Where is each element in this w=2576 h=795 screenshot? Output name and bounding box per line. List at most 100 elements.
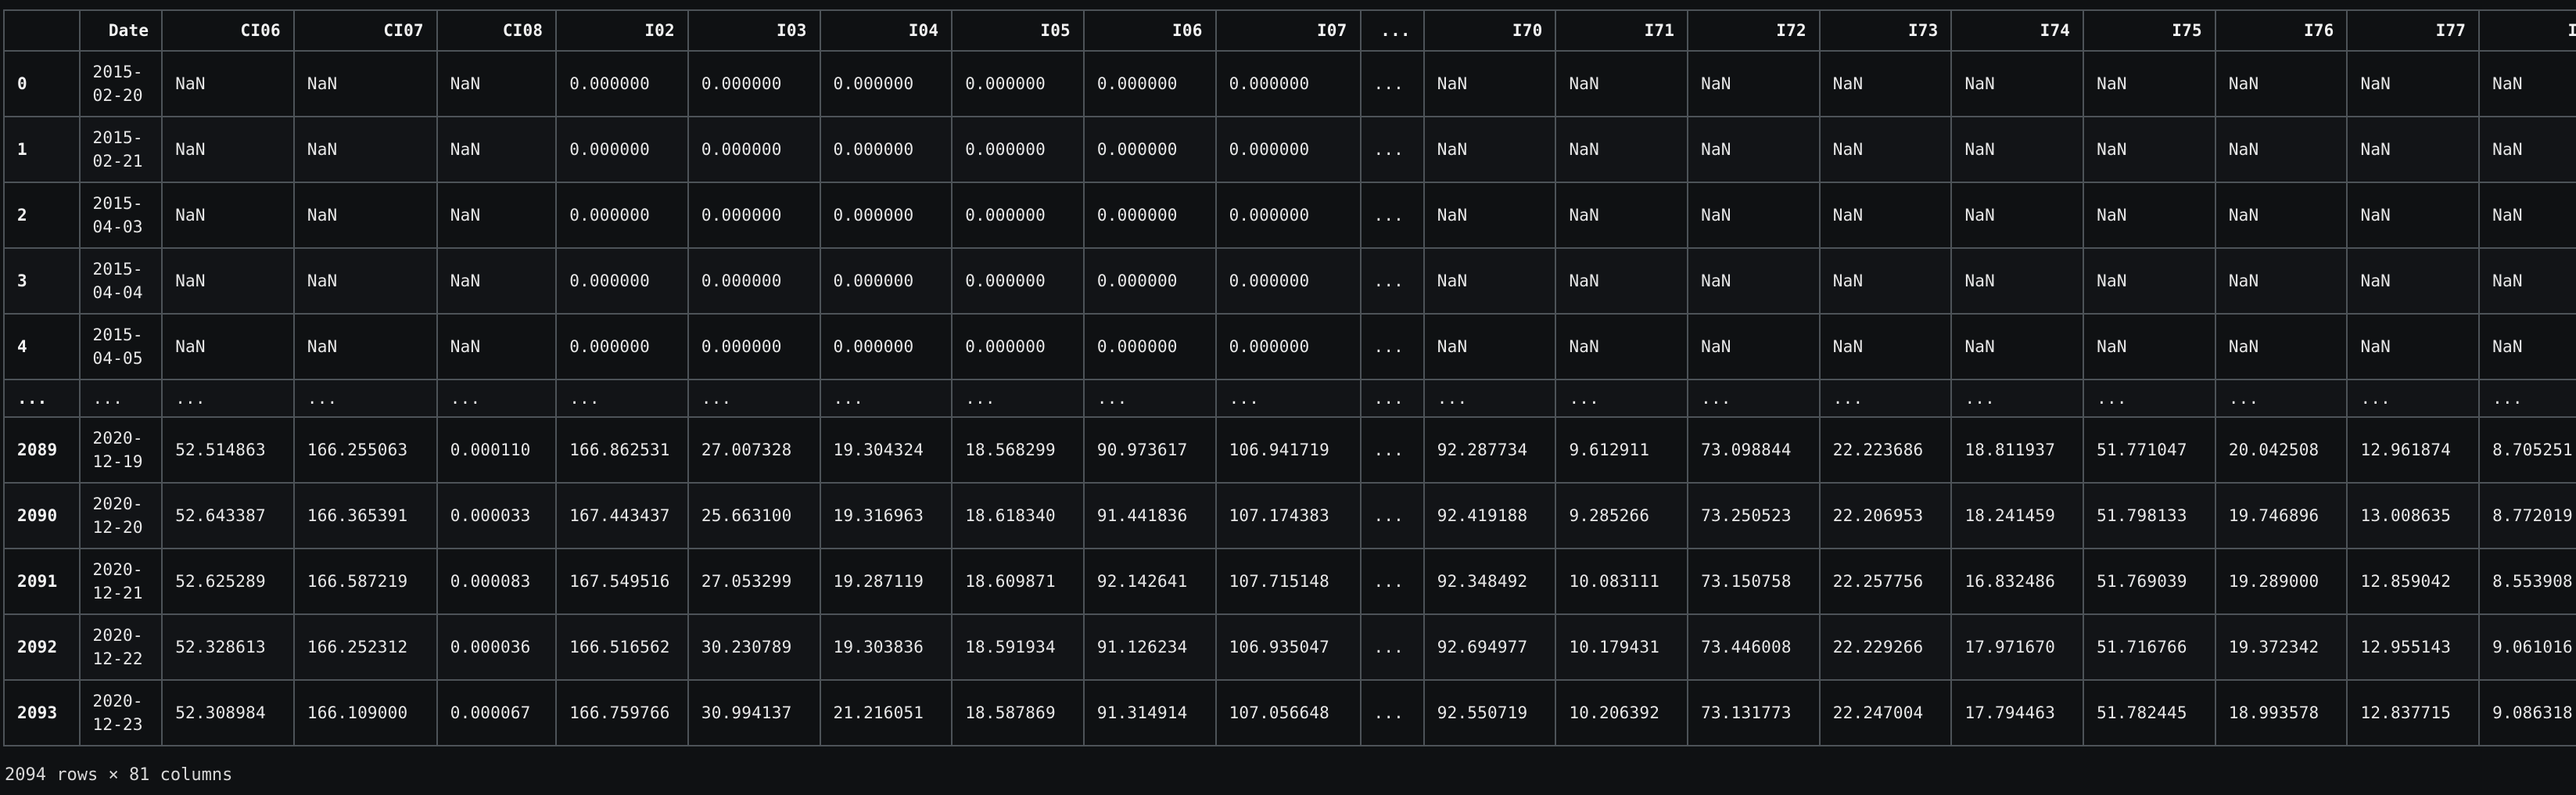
column-header-i75: I75 xyxy=(2083,9,2216,52)
date-cell: 2015-02-20 xyxy=(78,50,163,117)
table-cell: 19.289000 xyxy=(2214,548,2348,615)
table-cell: 0.000083 xyxy=(436,548,558,615)
table-cell: 52.643387 xyxy=(161,482,295,549)
table-cell: NaN xyxy=(292,247,438,315)
table-cell: ... xyxy=(1555,379,1689,418)
date-cell: 2020-12-22 xyxy=(78,613,163,681)
row-index: 2090 xyxy=(3,482,81,549)
table-cell: NaN xyxy=(436,182,558,249)
table-cell: ... xyxy=(2083,379,2216,418)
table-cell: 18.591934 xyxy=(951,613,1085,681)
column-header-i78: I78 xyxy=(2478,9,2576,52)
table-cell: ... xyxy=(951,379,1085,418)
table-cell: NaN xyxy=(1950,247,2085,315)
row-index: 2091 xyxy=(3,548,81,615)
table-row: 2090 2020-12-20 52.643387 166.365391 0.00003… xyxy=(3,482,2576,549)
row-index: ... xyxy=(3,379,81,418)
table-cell: 73.446008 xyxy=(1687,613,1821,681)
table-cell: NaN xyxy=(2478,116,2576,183)
table-cell: 18.609871 xyxy=(951,548,1085,615)
table-row: 2092 2020-12-22 52.328613 166.252312 0.00003… xyxy=(3,613,2576,681)
table-cell: 52.514863 xyxy=(161,416,295,484)
index-header xyxy=(3,9,81,52)
table-cell: ... xyxy=(687,379,821,418)
row-index: 2092 xyxy=(3,613,81,681)
table-cell: 0.000000 xyxy=(819,182,953,249)
table-cell: NaN xyxy=(1423,50,1557,117)
table-cell: 18.241459 xyxy=(1950,482,2085,549)
date-cell: 2015-04-03 xyxy=(78,182,163,249)
table-cell: NaN xyxy=(1555,116,1689,183)
table-cell: ... xyxy=(1423,379,1557,418)
table-cell: 92.550719 xyxy=(1423,679,1557,746)
table-cell: 0.000000 xyxy=(1082,50,1217,117)
table-cell: NaN xyxy=(2214,182,2348,249)
row-index: 2089 xyxy=(3,416,81,484)
table-cell: 90.973617 xyxy=(1082,416,1217,484)
table-cell: 19.303836 xyxy=(819,613,953,681)
table-cell: 0.000000 xyxy=(819,313,953,380)
table-cell: NaN xyxy=(1818,313,1953,380)
column-header-i05: I05 xyxy=(951,9,1085,52)
table-cell: 9.612911 xyxy=(1555,416,1689,484)
table-cell: 19.287119 xyxy=(819,548,953,615)
table-cell: ... xyxy=(1818,379,1953,418)
table-cell: NaN xyxy=(1687,182,1821,249)
table-row: 0 2015-02-20 NaN NaN NaN 0.000000 0.000000 0.00… xyxy=(3,50,2576,117)
table-cell: 91.126234 xyxy=(1082,613,1217,681)
table-cell: NaN xyxy=(1950,182,2085,249)
table-cell: 0.000000 xyxy=(687,313,821,380)
table-cell: 22.257756 xyxy=(1818,548,1953,615)
column-header-i03: I03 xyxy=(687,9,821,52)
ellipsis-row: ........................................… xyxy=(3,379,2576,418)
table-cell: 0.000000 xyxy=(819,116,953,183)
table-cell: NaN xyxy=(1687,116,1821,183)
table-cell: NaN xyxy=(1555,182,1689,249)
column-header-i70: I70 xyxy=(1423,9,1557,52)
dataframe-output: Date CI06 CI07 CI08 I02 I03 I04 I05 I06 I07... I70… xyxy=(3,9,2576,751)
table-cell: 51.769039 xyxy=(2083,548,2216,615)
table-cell: NaN xyxy=(2083,313,2216,380)
date-cell: 2020-12-19 xyxy=(78,416,163,484)
table-cell: 0.000000 xyxy=(555,313,689,380)
table-cell: 22.229266 xyxy=(1818,613,1953,681)
table-cell: NaN xyxy=(2478,313,2576,380)
table-cell: NaN xyxy=(292,116,438,183)
table-cell: NaN xyxy=(2083,182,2216,249)
table-cell: 18.568299 xyxy=(951,416,1085,484)
table-cell: 22.223686 xyxy=(1818,416,1953,484)
table-cell: ... xyxy=(2346,379,2481,418)
column-header-i07: I07 xyxy=(1214,9,1362,52)
row-index: 2 xyxy=(3,182,81,249)
table-cell: 10.179431 xyxy=(1555,613,1689,681)
table-cell: 17.794463 xyxy=(1950,679,2085,746)
table-cell: 12.955143 xyxy=(2346,613,2481,681)
table-cell: 12.859042 xyxy=(2346,548,2481,615)
shape-summary: 2094 rows × 81 columns xyxy=(5,765,233,785)
table-cell: ... xyxy=(436,379,558,418)
table-cell: NaN xyxy=(161,313,295,380)
column-header-i77: I77 xyxy=(2346,9,2481,52)
table-cell: ... xyxy=(1359,182,1425,249)
table-cell: 0.000000 xyxy=(555,247,689,315)
table-cell: 92.142641 xyxy=(1082,548,1217,615)
column-header-ellipsis: ... xyxy=(1359,9,1425,52)
table-cell: NaN xyxy=(161,182,295,249)
table-cell: 166.862531 xyxy=(555,416,689,484)
table-cell: NaN xyxy=(292,313,438,380)
table-cell: NaN xyxy=(1555,247,1689,315)
table-cell: 30.994137 xyxy=(687,679,821,746)
table-cell: 0.000000 xyxy=(1214,247,1362,315)
table-cell: ... xyxy=(819,379,953,418)
table-cell: 0.000000 xyxy=(555,182,689,249)
table-cell: 91.441836 xyxy=(1082,482,1217,549)
table-row: 1 2015-02-21 NaN NaN NaN 0.000000 0.000000 0.00… xyxy=(3,116,2576,183)
table-cell: 0.000000 xyxy=(687,116,821,183)
table-cell: NaN xyxy=(2346,116,2481,183)
table-cell: 0.000067 xyxy=(436,679,558,746)
row-index: 0 xyxy=(3,50,81,117)
table-cell: 19.372342 xyxy=(2214,613,2348,681)
table-cell: NaN xyxy=(1818,182,1953,249)
table-cell: 0.000000 xyxy=(687,182,821,249)
table-cell: 20.042508 xyxy=(2214,416,2348,484)
